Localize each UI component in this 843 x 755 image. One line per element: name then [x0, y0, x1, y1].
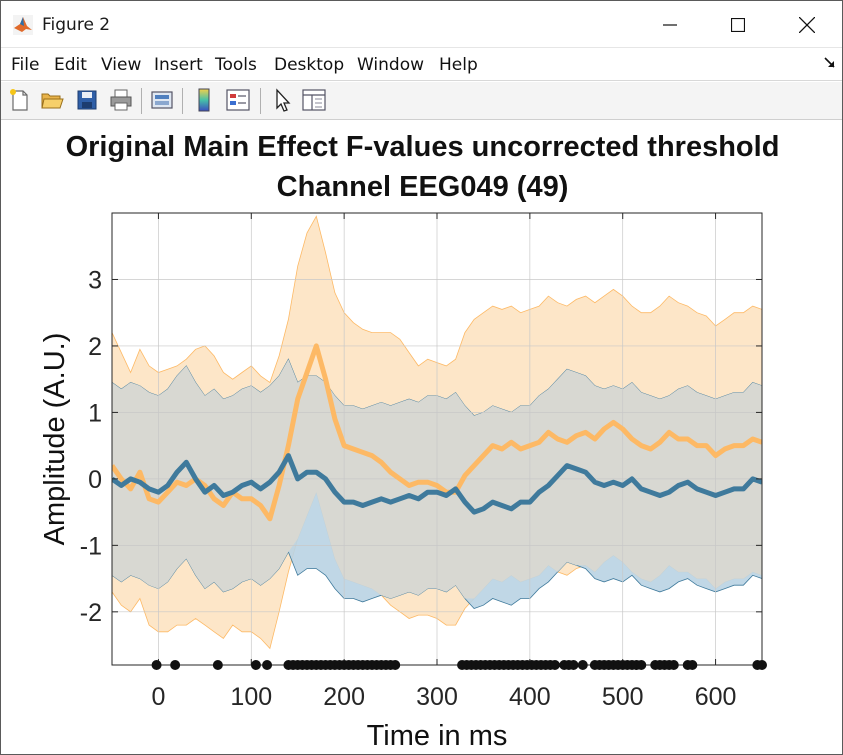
y-tick-label: 0: [88, 466, 102, 494]
menu-bar: File Edit View Insert Tools Desktop Wind…: [1, 49, 842, 81]
significance-marker: [568, 660, 579, 670]
y-tick-label: 1: [88, 399, 102, 427]
menu-view[interactable]: View: [101, 55, 142, 75]
open-file-icon[interactable]: [38, 86, 66, 114]
x-tick-label: 100: [230, 683, 272, 711]
toolbar-separator: [141, 88, 142, 114]
significance-marker: [668, 660, 679, 670]
x-tick-label: 500: [602, 683, 644, 711]
dock-arrow-icon[interactable]: [824, 57, 836, 69]
x-tick-label: 0: [151, 683, 165, 711]
matlab-icon: [13, 15, 33, 35]
pointer-icon[interactable]: [268, 86, 296, 114]
figure-canvas: Original Main Effect F-values uncorrecte…: [1, 121, 842, 754]
plot-content: [112, 213, 762, 665]
title-bar: Figure 2: [1, 1, 842, 48]
y-tick-label: 2: [88, 333, 102, 361]
y-axis-label: Amplitude (A.U.): [39, 333, 71, 546]
print-icon[interactable]: [107, 86, 135, 114]
significance-marker: [151, 660, 162, 670]
menu-insert[interactable]: Insert: [154, 55, 203, 75]
link-plot-icon[interactable]: [149, 86, 177, 114]
toolbar-separator: [182, 88, 183, 114]
y-tick-label: 3: [88, 266, 102, 294]
window-title: Figure 2: [42, 15, 111, 35]
menu-help[interactable]: Help: [439, 55, 478, 75]
significance-marker: [170, 660, 181, 670]
significance-marker: [757, 660, 767, 670]
x-tick-label: 300: [416, 683, 458, 711]
menu-desktop[interactable]: Desktop: [274, 55, 345, 75]
new-figure-icon[interactable]: [6, 86, 34, 114]
significance-marker: [390, 660, 401, 670]
blue-mean-line: [112, 453, 762, 515]
menu-window[interactable]: Window: [357, 55, 425, 75]
plot-svg: 0 100 200 300 400 500 600 -2 -1 0 1 2 3 Time in ms Amp…: [39, 212, 767, 752]
maximize-button[interactable]: [704, 1, 772, 48]
minimize-icon: [663, 23, 677, 26]
x-tick-label: 400: [509, 683, 551, 711]
y-tick-label: -1: [80, 532, 102, 560]
toolbar: [1, 82, 842, 120]
close-icon: [799, 16, 815, 33]
minimize-button[interactable]: [636, 1, 704, 48]
x-axis-label: Time in ms: [367, 720, 508, 752]
orange-mean-line: [112, 343, 762, 522]
chart-title-line2: Channel EEG049 (49): [276, 171, 569, 203]
significance-marker: [577, 660, 588, 670]
y-tick-label: -2: [80, 599, 102, 627]
significance-marker: [687, 660, 698, 670]
significance-marker: [250, 660, 261, 670]
significance-marker: [636, 660, 647, 670]
property-inspector-icon[interactable]: [300, 86, 328, 114]
toolbar-separator: [260, 88, 261, 114]
close-button[interactable]: [773, 1, 841, 48]
significance-marker: [212, 660, 223, 670]
menu-file[interactable]: File: [11, 55, 40, 75]
colorbar-icon[interactable]: [190, 86, 218, 114]
menu-tools[interactable]: Tools: [215, 55, 257, 75]
save-icon[interactable]: [73, 86, 101, 114]
menu-edit[interactable]: Edit: [54, 55, 87, 75]
maximize-icon: [731, 17, 745, 32]
x-tick-label: 200: [323, 683, 365, 711]
legend-icon[interactable]: [224, 86, 252, 114]
chart-title-line1: Original Main Effect F-values uncorrecte…: [65, 131, 780, 163]
x-tick-label: 600: [695, 683, 737, 711]
significance-marker: [262, 660, 273, 670]
significance-marker: [549, 660, 560, 670]
